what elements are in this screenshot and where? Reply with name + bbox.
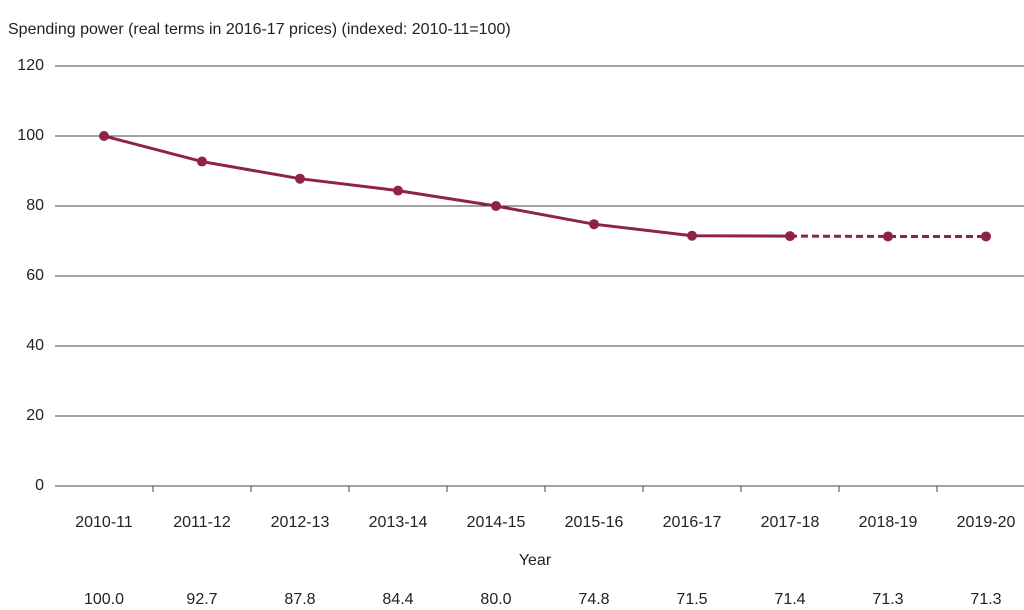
value-label: 71.3 (872, 591, 903, 608)
y-tick-label: 80 (26, 197, 44, 214)
chart-title: Spending power (real terms in 2016-17 pr… (8, 21, 511, 38)
point (883, 231, 893, 242)
x-tick-label: 2010-11 (75, 514, 133, 531)
y-tick-label: 40 (26, 337, 44, 354)
point (99, 131, 109, 141)
x-tick-label: 2019-20 (957, 514, 1016, 531)
point (687, 230, 697, 241)
point (981, 231, 991, 242)
x-tick-label: 2014-15 (467, 514, 526, 531)
x-tick-label: 2011-12 (173, 514, 231, 531)
value-label: 84.4 (382, 591, 413, 608)
x-tick-label: 2018-19 (859, 514, 918, 531)
point (589, 219, 599, 230)
value-label: 100.0 (84, 591, 124, 608)
y-tick-label: 120 (17, 57, 44, 74)
x-tick-label: 2012-13 (271, 514, 330, 531)
y-tick-label: 100 (17, 127, 44, 144)
value-label: 80.0 (480, 591, 511, 608)
x-axis-label: Year (519, 552, 552, 569)
x-tick-label: 2017-18 (761, 514, 820, 531)
x-tick-label: 2013-14 (369, 514, 428, 531)
x-tick-label: 2016-17 (663, 514, 722, 531)
value-label: 71.3 (970, 591, 1001, 608)
point (295, 173, 305, 184)
value-label: 92.7 (186, 591, 217, 608)
point (197, 156, 207, 167)
y-tick-label: 20 (26, 407, 44, 424)
point (785, 231, 795, 242)
line (103, 134, 791, 238)
value-label: 87.8 (284, 591, 315, 608)
value-label: 71.5 (676, 591, 707, 608)
point (491, 201, 501, 211)
point (393, 185, 403, 196)
y-tick-label: 60 (26, 267, 44, 284)
y-tick-label: 0 (35, 477, 44, 494)
value-label: 74.8 (578, 591, 609, 608)
x-tick-label: 2015-16 (565, 514, 624, 531)
value-label: 71.4 (774, 591, 805, 608)
